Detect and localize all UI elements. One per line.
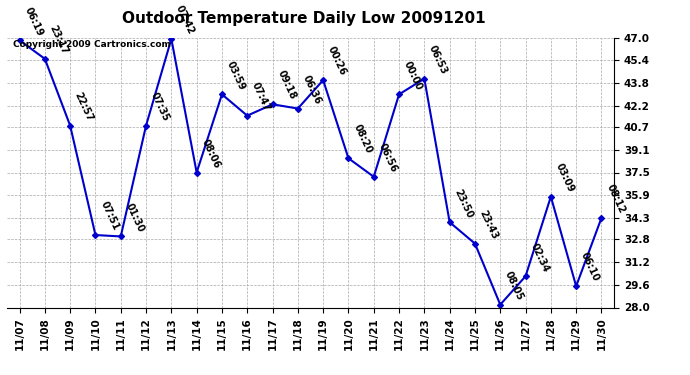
Text: Copyright 2009 Cartronics.com: Copyright 2009 Cartronics.com	[13, 40, 171, 49]
Text: 08:20: 08:20	[351, 123, 373, 156]
Text: 07:42: 07:42	[174, 4, 196, 36]
Text: 09:18: 09:18	[275, 69, 297, 102]
Text: 00:26: 00:26	[326, 45, 348, 77]
Text: 08:12: 08:12	[604, 183, 627, 215]
Text: 22:57: 22:57	[73, 90, 95, 123]
Text: 08:06: 08:06	[199, 137, 221, 170]
Text: 23:17: 23:17	[48, 24, 70, 56]
Text: 08:05: 08:05	[503, 270, 525, 302]
Text: 07:51: 07:51	[98, 200, 120, 232]
Text: 06:36: 06:36	[301, 74, 323, 106]
Text: 01:30: 01:30	[124, 201, 146, 234]
Text: 07:47: 07:47	[250, 81, 272, 113]
Text: 06:10: 06:10	[579, 251, 601, 284]
Text: Outdoor Temperature Daily Low 20091201: Outdoor Temperature Daily Low 20091201	[122, 11, 485, 26]
Text: 23:50: 23:50	[453, 187, 475, 219]
Text: 06:56: 06:56	[377, 142, 399, 174]
Text: 06:19: 06:19	[22, 5, 44, 38]
Text: 07:35: 07:35	[149, 90, 171, 123]
Text: 02:34: 02:34	[529, 241, 551, 273]
Text: 03:59: 03:59	[225, 59, 247, 92]
Text: 03:09: 03:09	[553, 162, 575, 194]
Text: 23:43: 23:43	[477, 209, 500, 241]
Text: 00:00: 00:00	[402, 59, 424, 92]
Text: 06:53: 06:53	[427, 44, 449, 76]
